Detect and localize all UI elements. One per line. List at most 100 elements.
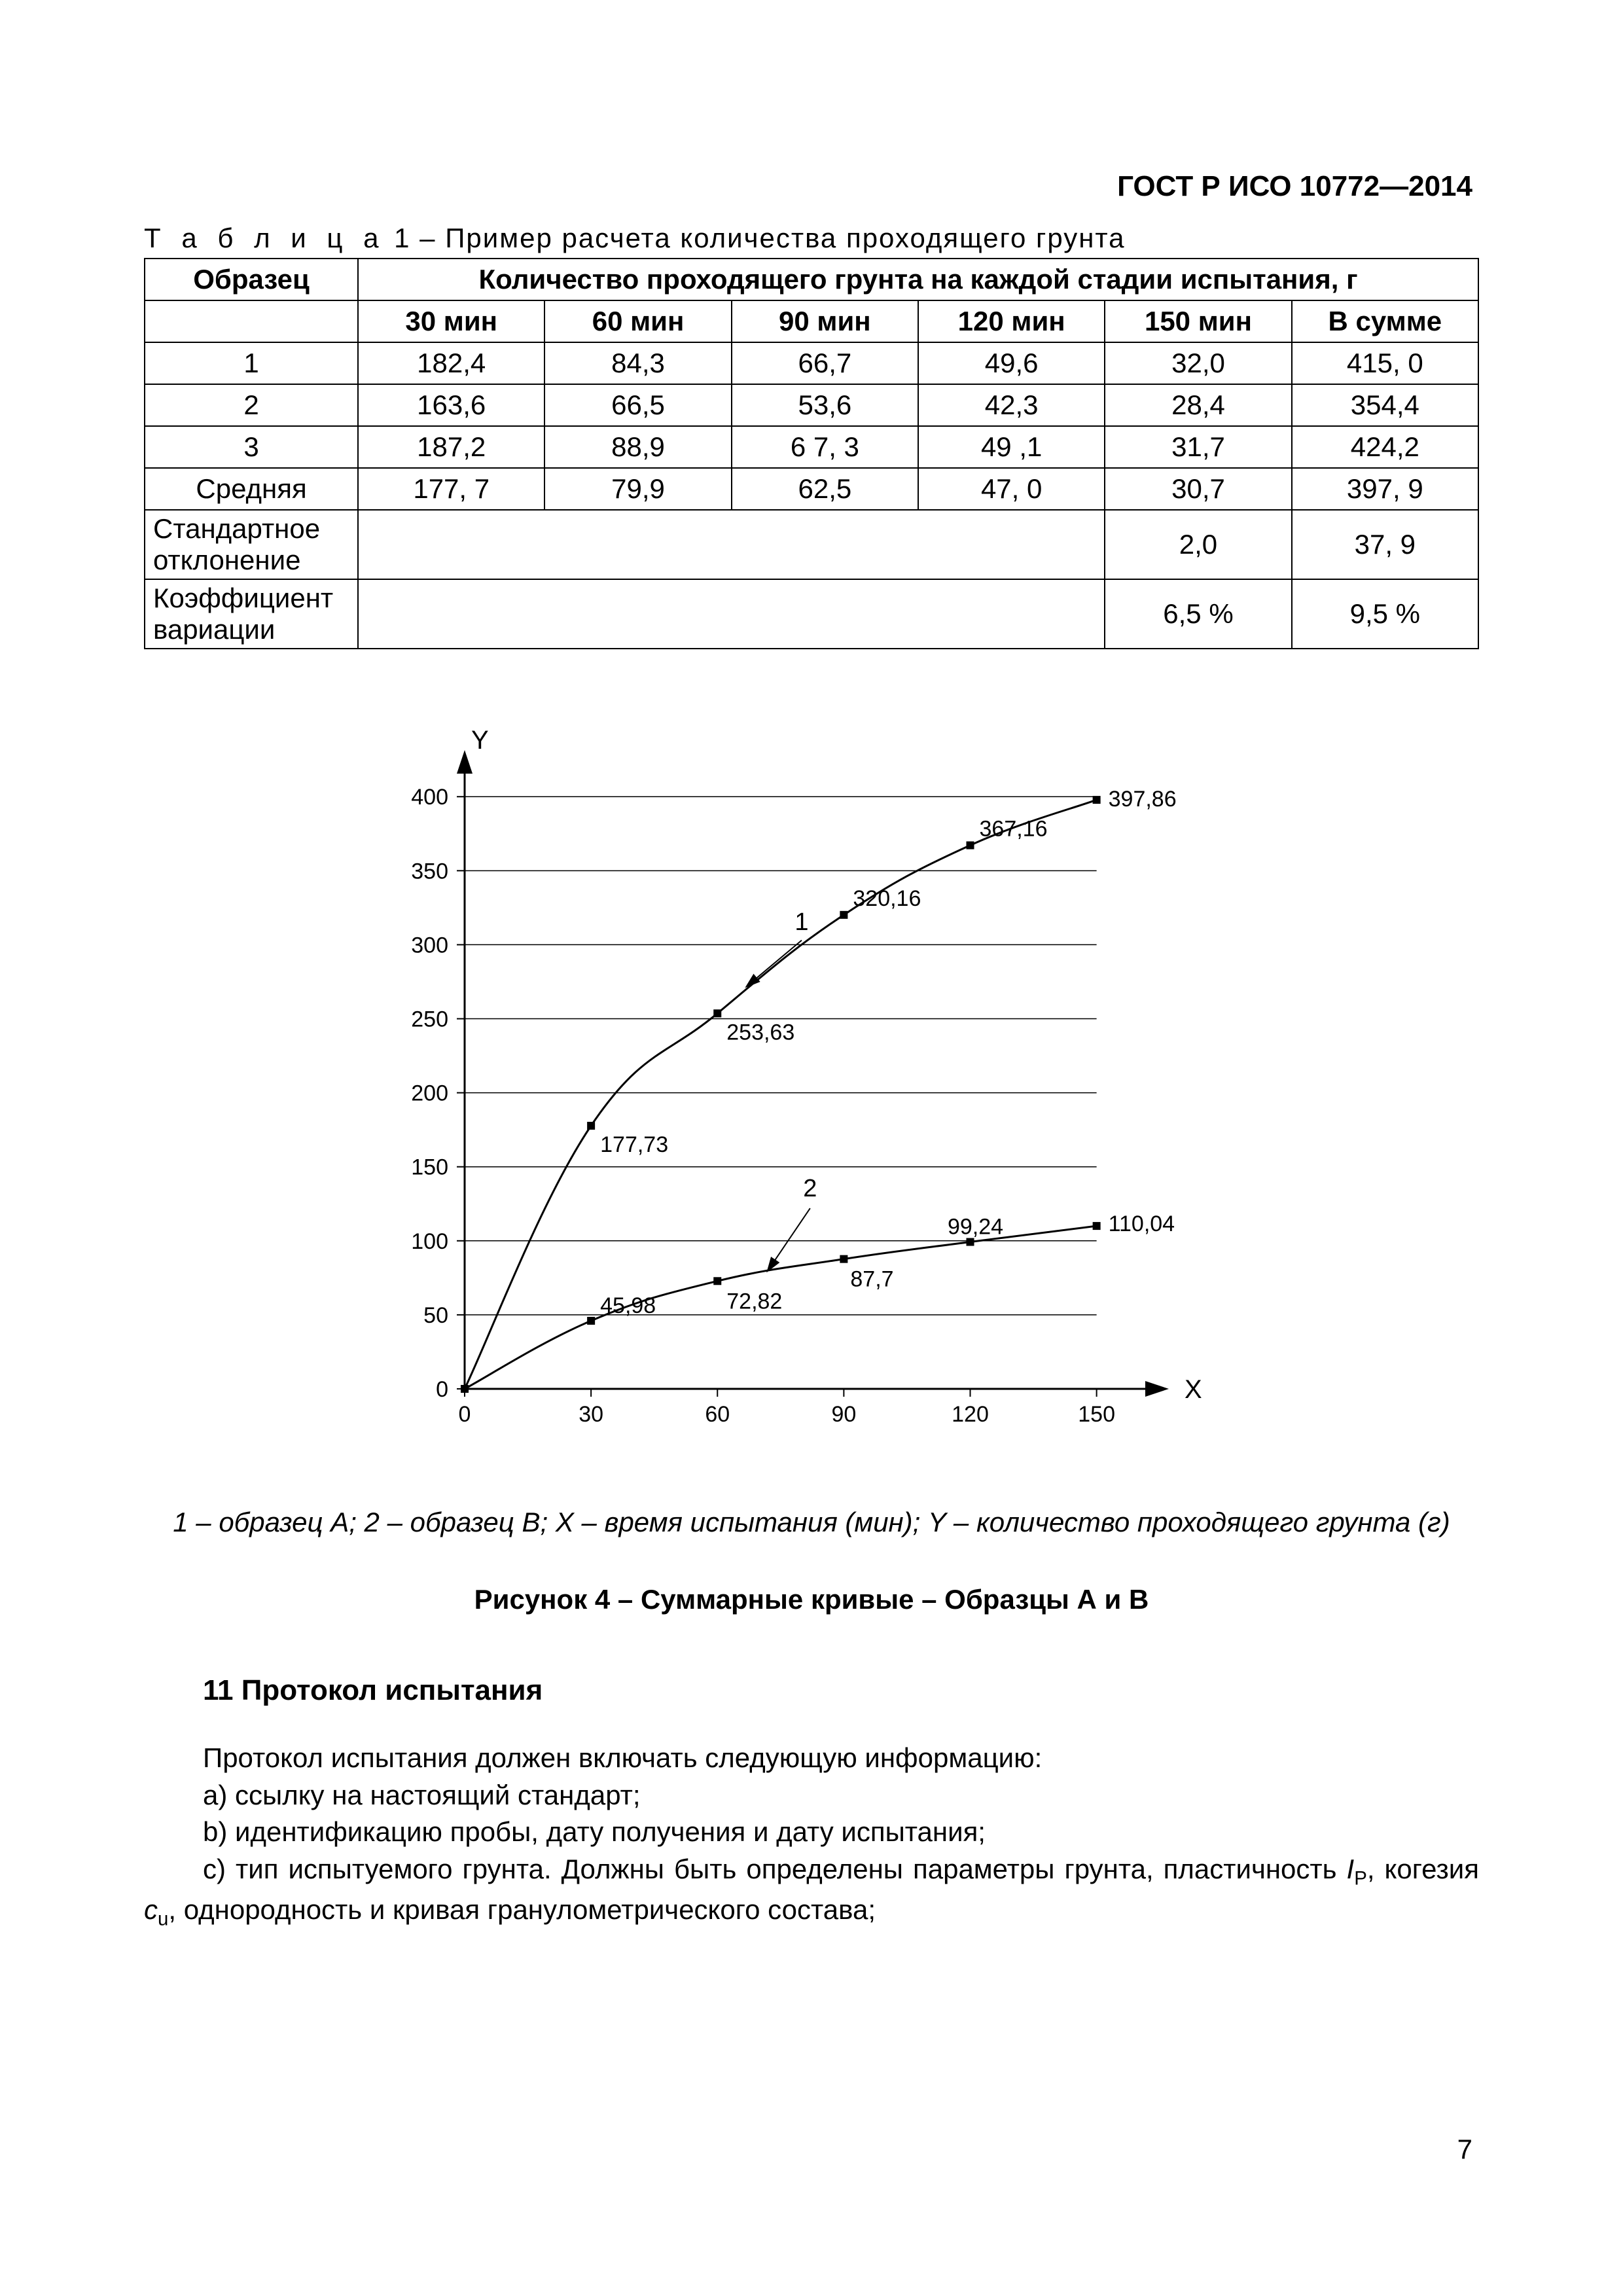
cell: 30,7: [1105, 468, 1291, 510]
chart-caption: Рисунок 4 – Суммарные кривые – Образцы А…: [144, 1584, 1479, 1615]
cell: 84,3: [544, 342, 731, 384]
svg-text:90: 90: [831, 1402, 856, 1427]
cell: 66,5: [544, 384, 731, 426]
svg-text:300: 300: [411, 933, 448, 958]
cu-sub: u: [158, 1909, 168, 1930]
cell: 9,5 %: [1292, 579, 1478, 649]
cell: 49 ,1: [918, 426, 1105, 468]
table-span-header: Количество проходящего грунта на каждой …: [358, 259, 1478, 300]
svg-text:397,86: 397,86: [1109, 787, 1177, 812]
document-id: ГОСТ Р ИСО 10772—2014: [1117, 170, 1472, 203]
chart-legend-caption: 1 – образец А; 2 – образец В; Х – время …: [144, 1507, 1479, 1538]
cell: 397, 9: [1292, 468, 1478, 510]
item-c: c) тип испытуемого грунта. Должны быть о…: [144, 1851, 1479, 1932]
cell: 37, 9: [1292, 510, 1478, 579]
cell: 163,6: [358, 384, 544, 426]
svg-text:0: 0: [436, 1377, 448, 1402]
item-b: b) идентификацию пробы, дату получения и…: [144, 1814, 1479, 1851]
item-c-mid: , когезия: [1367, 1854, 1479, 1884]
svg-text:100: 100: [411, 1229, 448, 1254]
row-label: Средняя: [145, 468, 358, 510]
row-label: Стандартное отклонение: [145, 510, 358, 579]
svg-text:120: 120: [952, 1402, 989, 1427]
row-label: Коэффициент вариации: [145, 579, 358, 649]
svg-text:1: 1: [794, 908, 808, 936]
cell: 49,6: [918, 342, 1105, 384]
cell: 88,9: [544, 426, 731, 468]
svg-text:320,16: 320,16: [853, 886, 921, 911]
table-col0-header: Образец: [145, 259, 358, 300]
cell: 6 7, 3: [732, 426, 918, 468]
svg-text:253,63: 253,63: [726, 1020, 794, 1045]
cell: 177, 7: [358, 468, 544, 510]
table-header-row-1: Образец Количество проходящего грунта на…: [145, 259, 1478, 300]
ip-sub: P: [1354, 1867, 1367, 1889]
row-label: 3: [145, 426, 358, 468]
data-table: Образец Количество проходящего грунта на…: [144, 258, 1479, 649]
table-col-150: 150 мин: [1105, 300, 1291, 342]
cell: 28,4: [1105, 384, 1291, 426]
cell: 354,4: [1292, 384, 1478, 426]
table-title-num: 1: [394, 223, 410, 253]
table-col-60: 60 мин: [544, 300, 731, 342]
table-title: Т а б л и ц а 1 – Пример расчета количес…: [144, 223, 1479, 254]
table-row: 2 163,6 66,5 53,6 42,3 28,4 354,4: [145, 384, 1478, 426]
table-title-rest: – Пример расчета количества проходящего …: [419, 223, 1125, 253]
table-col-sum: В сумме: [1292, 300, 1478, 342]
line-chart: 0306090120150050100150200250300350400XY1…: [353, 728, 1270, 1448]
cell-empty: [358, 579, 1105, 649]
row-label: 1: [145, 342, 358, 384]
svg-text:0: 0: [459, 1402, 471, 1427]
table-blank-header: [145, 300, 358, 342]
table-header-row-2: 30 мин 60 мин 90 мин 120 мин 150 мин В с…: [145, 300, 1478, 342]
cell: 66,7: [732, 342, 918, 384]
svg-text:367,16: 367,16: [980, 817, 1048, 842]
cell: 53,6: [732, 384, 918, 426]
svg-text:2: 2: [803, 1175, 817, 1202]
table-row: 3 187,2 88,9 6 7, 3 49 ,1 31,7 424,2: [145, 426, 1478, 468]
cell: 31,7: [1105, 426, 1291, 468]
cell: 187,2: [358, 426, 544, 468]
cell: 62,5: [732, 468, 918, 510]
cell: 415, 0: [1292, 342, 1478, 384]
intro-line: Протокол испытания должен включать следу…: [144, 1740, 1479, 1777]
svg-text:X: X: [1185, 1375, 1202, 1404]
cell: 424,2: [1292, 426, 1478, 468]
table-row: Средняя 177, 7 79,9 62,5 47, 0 30,7 397,…: [145, 468, 1478, 510]
svg-text:87,7: 87,7: [850, 1267, 893, 1292]
table-row-cv: Коэффициент вариации 6,5 % 9,5 %: [145, 579, 1478, 649]
cu-symbol: c: [144, 1894, 158, 1925]
svg-text:400: 400: [411, 785, 448, 810]
svg-text:60: 60: [705, 1402, 730, 1427]
item-c-suffix: , однородность и кривая гранулометрическ…: [168, 1894, 876, 1925]
section-heading: 11 Протокол испытания: [203, 1674, 1479, 1707]
body-text: Протокол испытания должен включать следу…: [144, 1740, 1479, 1932]
svg-text:177,73: 177,73: [600, 1132, 668, 1157]
svg-text:250: 250: [411, 1007, 448, 1032]
svg-text:45,98: 45,98: [600, 1293, 656, 1318]
cell: 6,5 %: [1105, 579, 1291, 649]
table-col-120: 120 мин: [918, 300, 1105, 342]
cell: 47, 0: [918, 468, 1105, 510]
cell: 182,4: [358, 342, 544, 384]
cell: 42,3: [918, 384, 1105, 426]
item-c-prefix: c) тип испытуемого грунта. Должны быть о…: [203, 1854, 1347, 1884]
svg-text:72,82: 72,82: [726, 1289, 782, 1314]
page-number: 7: [1457, 2134, 1472, 2165]
svg-text:Y: Y: [471, 728, 489, 755]
svg-text:200: 200: [411, 1081, 448, 1106]
svg-text:99,24: 99,24: [948, 1215, 1003, 1240]
svg-text:350: 350: [411, 859, 448, 884]
svg-text:150: 150: [1078, 1402, 1115, 1427]
cell-empty: [358, 510, 1105, 579]
table-col-90: 90 мин: [732, 300, 918, 342]
ip-symbol: I: [1347, 1854, 1355, 1884]
svg-text:110,04: 110,04: [1109, 1211, 1175, 1236]
cell: 32,0: [1105, 342, 1291, 384]
table-title-word: Т а б л и ц а: [144, 223, 385, 253]
table-row-std: Стандартное отклонение 2,0 37, 9: [145, 510, 1478, 579]
item-a: a) ссылку на настоящий стандарт;: [144, 1777, 1479, 1814]
cell: 2,0: [1105, 510, 1291, 579]
svg-text:150: 150: [411, 1155, 448, 1180]
cell: 79,9: [544, 468, 731, 510]
